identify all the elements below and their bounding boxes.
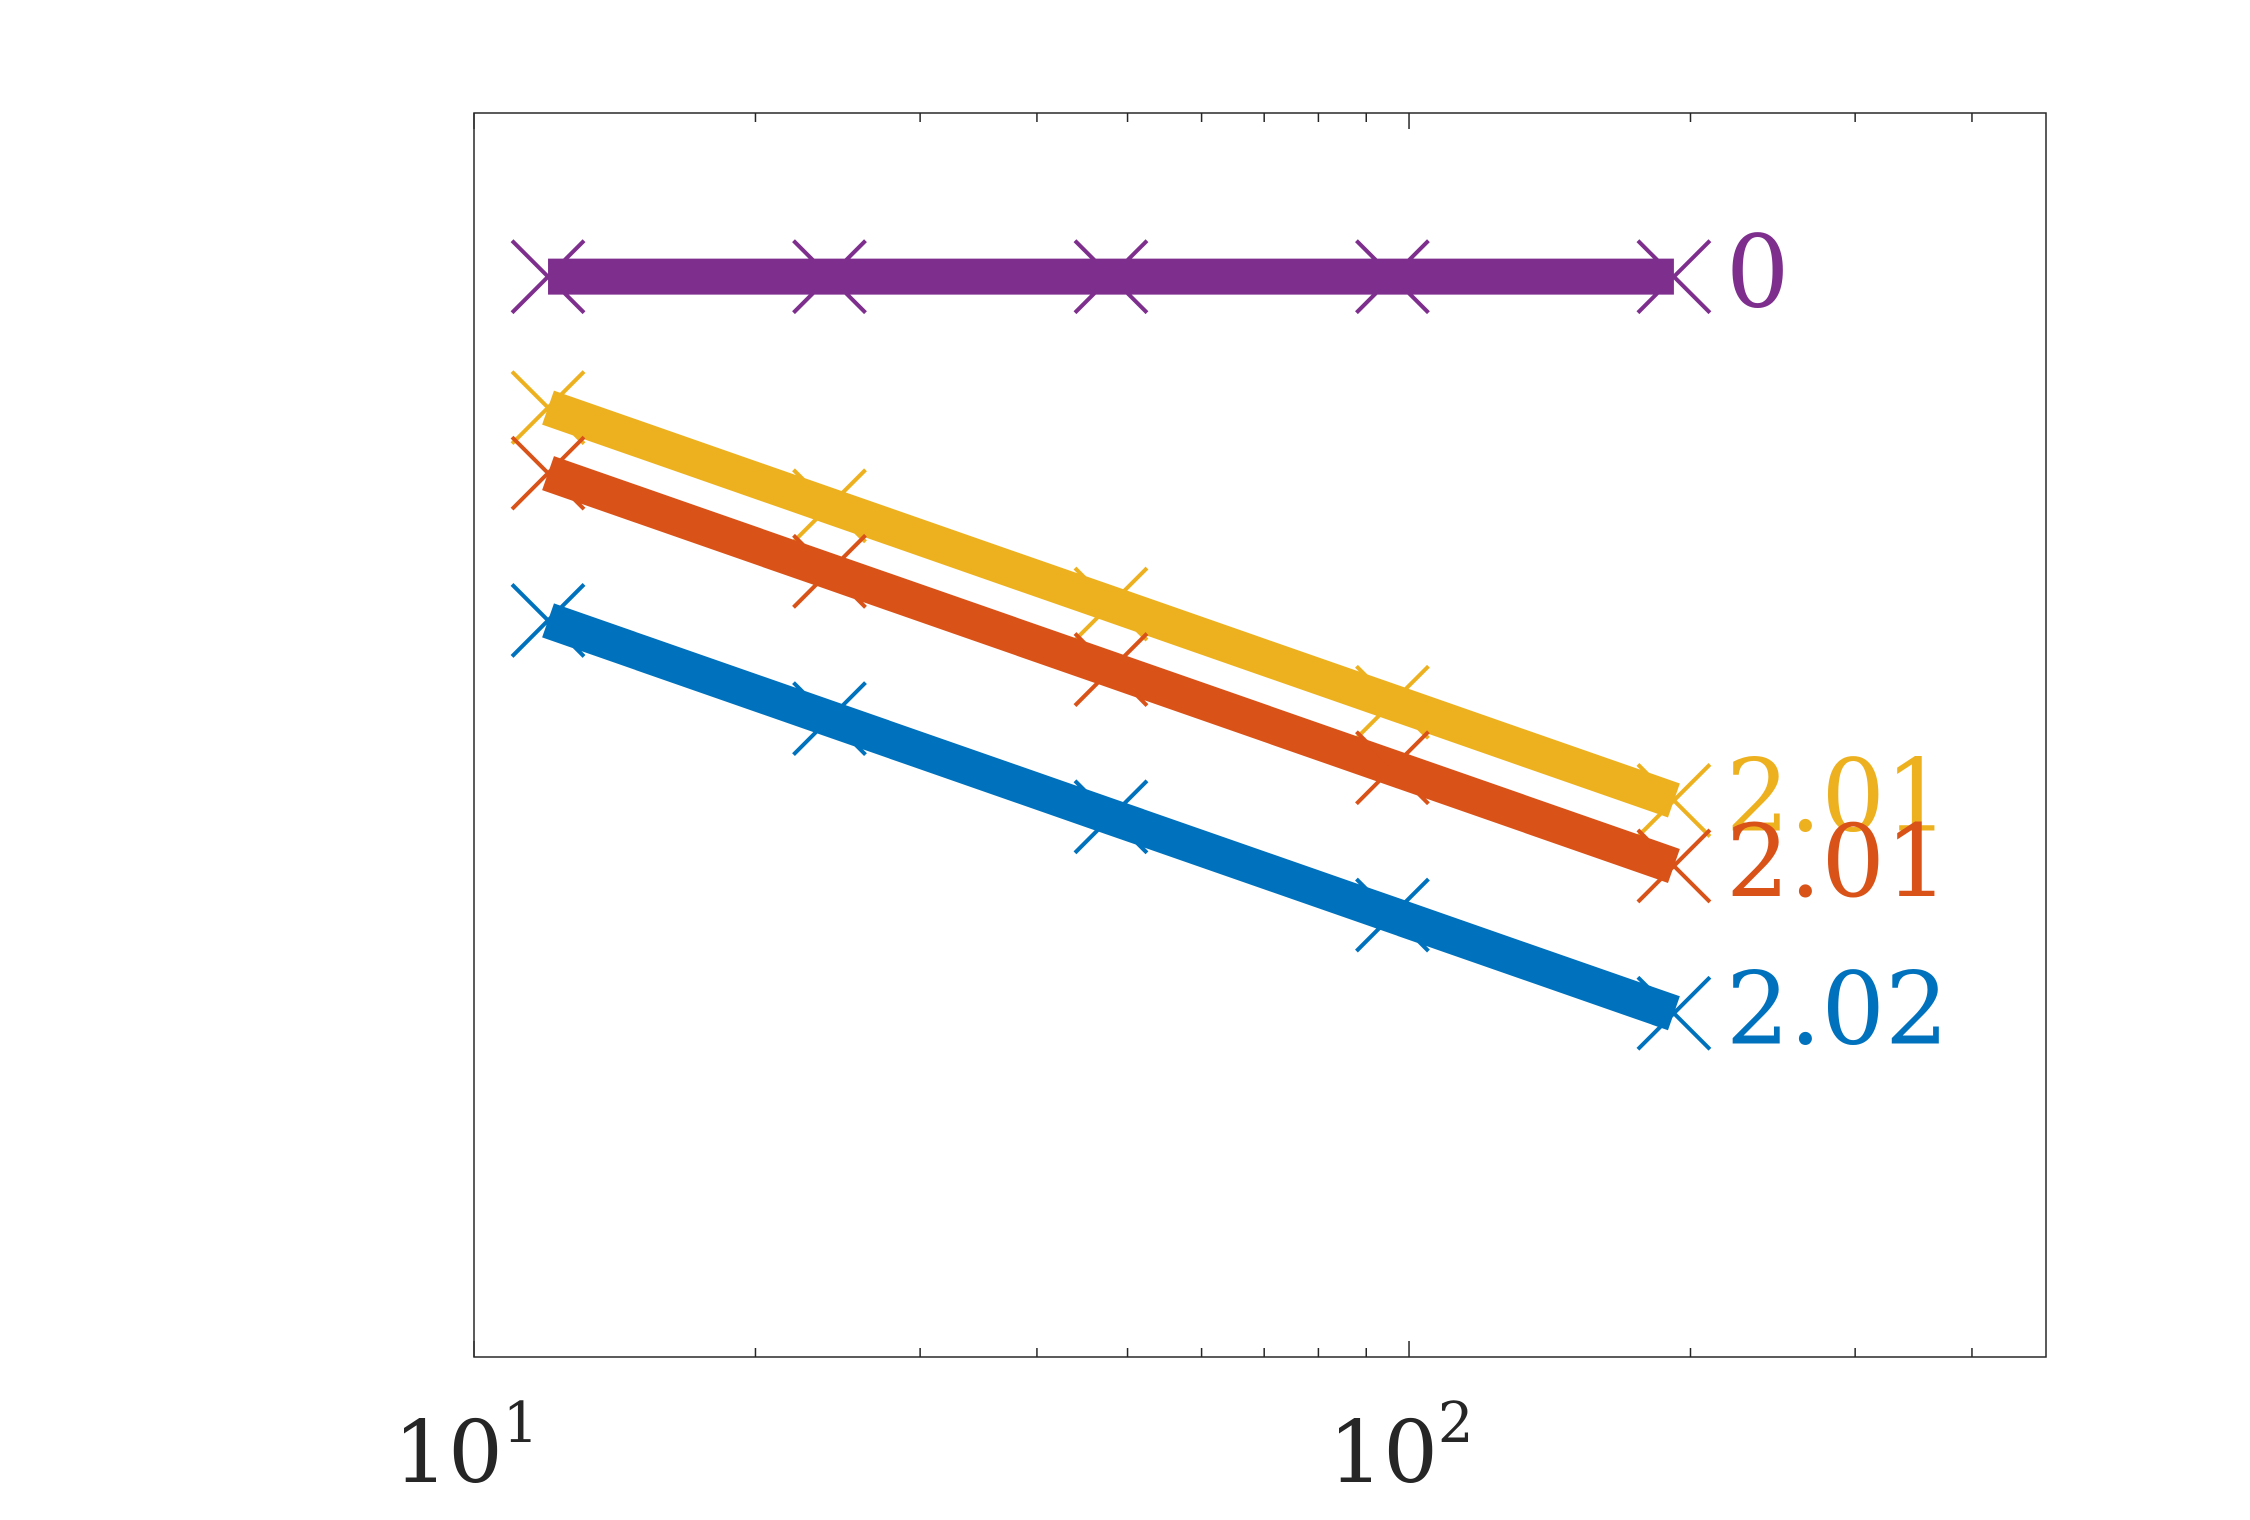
series-1 — [510, 370, 1712, 838]
data-point-marker — [1355, 239, 1430, 315]
plot-area-frame — [473, 112, 2047, 1358]
rate-label: 0 — [1726, 214, 1790, 331]
rate-label: 2.02 — [1726, 950, 1949, 1067]
data-point-marker — [792, 681, 867, 757]
data-point-marker — [510, 435, 586, 511]
data-point-marker — [792, 533, 867, 609]
rate-label: 2.01 — [1726, 803, 1949, 920]
x-tick-label: 102 — [1328, 1391, 1473, 1503]
series-0 — [510, 239, 1712, 315]
data-point-marker — [1073, 566, 1149, 642]
data-point-marker — [1636, 239, 1712, 315]
data-point-marker — [1355, 730, 1430, 806]
data-point-marker — [510, 370, 586, 446]
series-layer — [510, 239, 1712, 1051]
rate-labels: 0 2.012.01 2.02 — [1726, 214, 1949, 1068]
data-point-marker — [510, 239, 586, 315]
x-minor-ticks — [473, 113, 1973, 1357]
data-point-marker — [792, 239, 867, 315]
data-point-marker — [1636, 763, 1712, 838]
rate-label: 2.01 — [1726, 737, 1949, 854]
x-tick-labels: 101 102 — [393, 1391, 1473, 1503]
data-point-marker — [1073, 779, 1149, 855]
data-point-marker — [1636, 828, 1712, 904]
x-tick-label: 101 — [393, 1391, 538, 1503]
series-2 — [510, 435, 1712, 904]
series-3 — [510, 583, 1712, 1051]
data-point-marker — [1636, 975, 1712, 1051]
data-point-marker — [1073, 632, 1149, 707]
data-point-marker — [1355, 664, 1430, 740]
data-point-marker — [1355, 877, 1430, 953]
data-point-marker — [792, 468, 867, 544]
data-point-marker — [1073, 239, 1149, 315]
data-point-marker — [510, 583, 586, 658]
